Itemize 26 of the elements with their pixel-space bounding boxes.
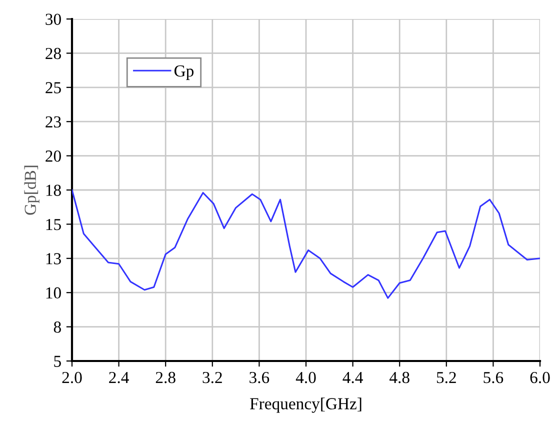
x-axis-title: Frequency[GHz] bbox=[250, 398, 362, 413]
y-tick-label: 15 bbox=[46, 218, 61, 230]
x-tick-label: 5.6 bbox=[484, 372, 504, 384]
y-tick-label: 28 bbox=[46, 48, 61, 60]
x-tick-label: 2.4 bbox=[109, 372, 129, 384]
x-tick-label: 3.2 bbox=[202, 372, 222, 384]
x-tick-label: 4.8 bbox=[390, 372, 410, 384]
y-axis-title: Gp[dB] bbox=[24, 166, 40, 215]
y-tick-label: 25 bbox=[46, 82, 61, 94]
x-tick-label: 4.0 bbox=[296, 372, 316, 384]
y-tick-label: 30 bbox=[46, 14, 61, 25]
y-tick-label: 5 bbox=[54, 356, 61, 367]
y-tick-label: 23 bbox=[46, 116, 61, 128]
line-series bbox=[72, 189, 540, 299]
y-tick-label: 13 bbox=[46, 253, 61, 264]
x-tick-label: 5.2 bbox=[436, 372, 456, 384]
x-tick-label: 2.0 bbox=[62, 372, 82, 384]
y-tick-label: 18 bbox=[46, 184, 61, 196]
x-tick-label: 3.6 bbox=[250, 372, 270, 384]
x-tick-label: 6.0 bbox=[530, 372, 550, 384]
x-tick-label: 4.4 bbox=[342, 372, 363, 384]
x-tick-label: 2.8 bbox=[156, 372, 176, 384]
legend-label: Gp bbox=[174, 65, 194, 80]
y-tick-label: 10 bbox=[46, 287, 61, 299]
y-tick-label: 8 bbox=[54, 322, 61, 333]
y-tick-label: 20 bbox=[46, 150, 61, 162]
